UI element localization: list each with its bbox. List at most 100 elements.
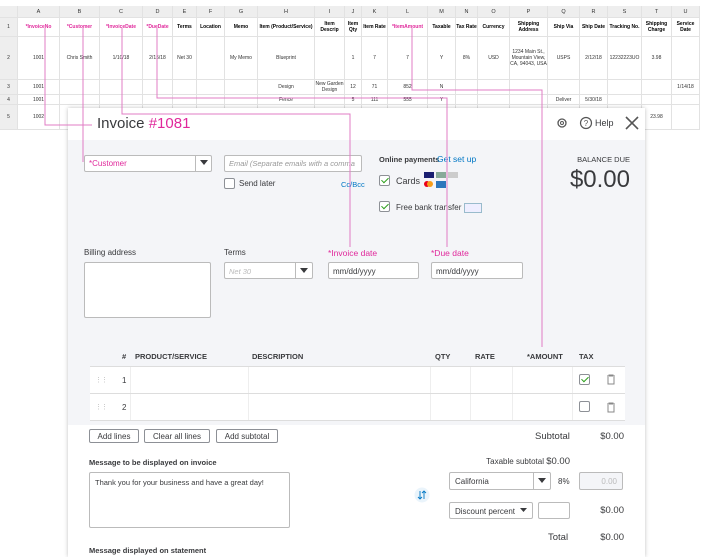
taxable-subtotal-value: $0.00 xyxy=(546,456,570,467)
email-input[interactable]: Email (Separate emails with a comma xyxy=(224,155,362,172)
reorder-icon[interactable] xyxy=(414,487,430,503)
button[interactable]: Add subtotal xyxy=(216,429,278,443)
cell-divider xyxy=(248,394,249,420)
button[interactable]: Add lines xyxy=(89,429,139,443)
cell-divider xyxy=(470,367,471,393)
button[interactable]: Clear all lines xyxy=(144,429,210,443)
help-icon[interactable]: ? xyxy=(579,116,593,130)
header-cell: *InvoiceNo xyxy=(18,18,60,37)
billing-address-input[interactable] xyxy=(84,262,211,318)
bank-transfer-checkbox[interactable] xyxy=(379,201,390,212)
column-letter: H xyxy=(258,6,315,18)
cell-divider xyxy=(130,367,131,393)
due-date-input[interactable]: mm/dd/yyyy xyxy=(431,262,523,279)
invoice-date-input[interactable]: mm/dd/yyyy xyxy=(328,262,419,279)
cell: 1002 xyxy=(18,105,60,130)
statement-label: Message displayed on statement xyxy=(89,546,207,555)
discount-select[interactable]: Discount percent xyxy=(449,502,533,519)
cell xyxy=(225,80,258,95)
header-cell: Shipping Address xyxy=(510,18,548,37)
column-letter: E xyxy=(173,6,197,18)
due-date: mm/dd/yyyy xyxy=(436,267,479,276)
cell: 852 xyxy=(388,80,428,95)
get-set-up-link[interactable]: Get set up xyxy=(437,154,477,164)
tax-checkbox[interactable] xyxy=(579,401,590,412)
bank-icon xyxy=(464,203,482,213)
column-letter: P xyxy=(510,6,548,18)
cell xyxy=(100,80,143,95)
header-cell: Ship Via xyxy=(548,18,580,37)
cell xyxy=(456,80,478,95)
cell: Net 30 xyxy=(173,37,197,80)
terms-select[interactable]: Net 30 xyxy=(224,262,313,279)
due-date-label: *Due date xyxy=(431,248,469,258)
arrow xyxy=(300,268,308,273)
cell: 111 xyxy=(362,95,388,105)
column-header: DESCRIPTION xyxy=(252,352,304,361)
cell: Fence xyxy=(258,95,315,105)
trash-icon[interactable] xyxy=(606,374,616,385)
tax-amount-input: 0.00 xyxy=(579,472,623,490)
cell: 1001 xyxy=(18,37,60,80)
invoice-title: Invoice #1081 xyxy=(97,115,190,132)
cell-divider xyxy=(512,394,513,420)
help-label[interactable]: Help xyxy=(595,118,614,128)
cell xyxy=(478,80,510,95)
discount: Discount percent xyxy=(455,507,516,516)
discount-amount: $0.00 xyxy=(600,505,624,516)
column-letter: K xyxy=(362,6,388,18)
cell: Blueprint xyxy=(258,37,315,80)
cell: Design xyxy=(258,80,315,95)
send-later-checkbox[interactable] xyxy=(224,178,235,189)
cell xyxy=(672,37,700,80)
cell: USD xyxy=(478,37,510,80)
header-cell: Item Qty xyxy=(345,18,362,37)
row-number: 1 xyxy=(0,18,18,37)
cell-divider xyxy=(430,367,431,393)
cell: 2/15/18 xyxy=(143,37,173,80)
cell: 12232223UO xyxy=(608,37,642,80)
cell xyxy=(510,95,548,105)
column-letter: N xyxy=(456,6,478,18)
cell-divider xyxy=(572,394,573,420)
tax-checkbox[interactable] xyxy=(579,374,590,385)
online-payments-label: Online payments xyxy=(379,155,440,164)
column-header: QTY xyxy=(435,352,451,361)
cards-checkbox[interactable] xyxy=(379,175,390,186)
bank-transfer-label: Free bank transfer xyxy=(396,203,462,212)
message-input[interactable]: Thank you for your business and have a g… xyxy=(89,472,290,528)
column-letter: L xyxy=(388,6,428,18)
tax-region: California xyxy=(455,477,489,486)
card-icons xyxy=(424,172,458,188)
column-letter: O xyxy=(478,6,510,18)
cell: 1001 xyxy=(18,80,60,95)
discount-input[interactable] xyxy=(538,502,570,519)
trash-icon[interactable] xyxy=(606,402,616,413)
cell xyxy=(478,95,510,105)
column-header: PRODUCT/SERVICE xyxy=(135,352,207,361)
cell xyxy=(315,37,345,80)
cell xyxy=(60,80,100,95)
header-cell: Item (Product/Service) xyxy=(258,18,315,37)
cell xyxy=(510,80,548,95)
header-cell: Terms xyxy=(173,18,197,37)
cell: 5 xyxy=(345,95,362,105)
email-placeholder: Email (Separate emails with a comma xyxy=(229,159,355,168)
header-cell: Shipping Charge xyxy=(642,18,672,37)
cell: 71 xyxy=(362,80,388,95)
cell xyxy=(173,95,197,105)
tax-region-select[interactable]: California xyxy=(449,472,551,490)
cell: Y xyxy=(428,95,456,105)
close-icon[interactable] xyxy=(624,115,640,131)
arrow xyxy=(538,478,546,483)
cell xyxy=(548,80,580,95)
header-cell: *Customer xyxy=(60,18,100,37)
cc-bcc-link[interactable]: Cc/Bcc xyxy=(341,180,365,189)
column-letter: Q xyxy=(548,6,580,18)
column-letter: U xyxy=(672,6,700,18)
svg-text:?: ? xyxy=(584,119,589,128)
cell-divider xyxy=(512,367,513,393)
header-cell: Service Date xyxy=(672,18,700,37)
billing-address-label: Billing address xyxy=(84,248,137,257)
settings-icon[interactable] xyxy=(555,116,569,130)
